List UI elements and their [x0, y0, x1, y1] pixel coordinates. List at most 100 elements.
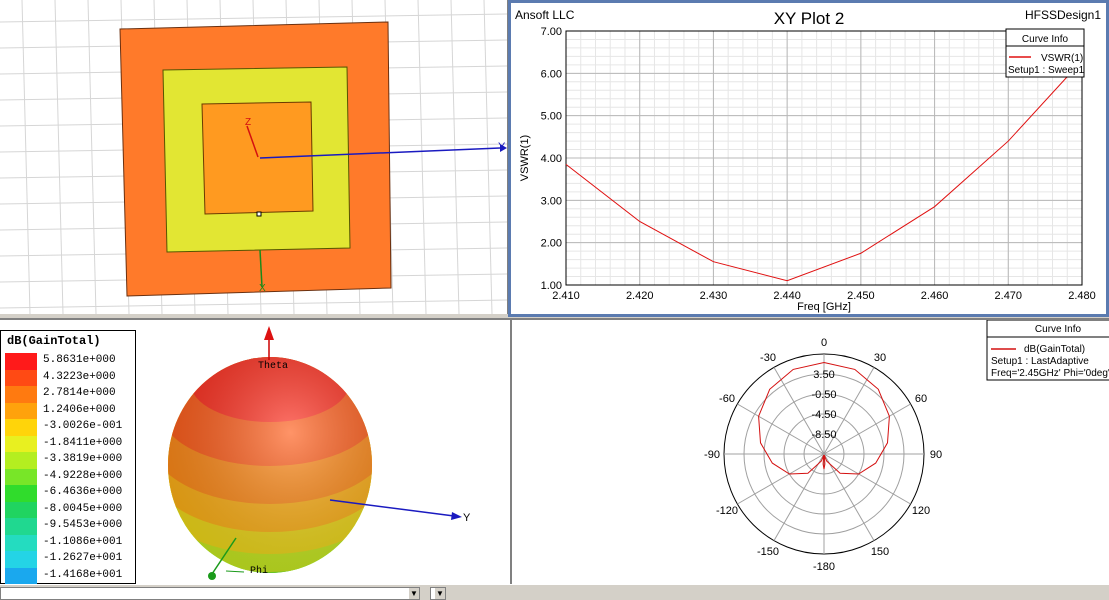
legend-row: 5.8631e+000 — [5, 353, 133, 370]
chevron-down-icon[interactable]: ▼ — [409, 588, 419, 599]
gain-sphere[interactable] — [150, 342, 390, 584]
legend-swatch — [5, 452, 37, 469]
x-axis-label: X — [259, 283, 266, 294]
legend-swatch — [5, 419, 37, 436]
polar-plot-pane[interactable]: 0 30 60 90 120 150 -180 -150 -120 -90 -60 -30 3.50 -… — [512, 318, 1109, 584]
theta-axis-arrow — [264, 326, 274, 340]
polar-angle-label: 30 — [874, 352, 886, 364]
feed-point — [256, 211, 262, 217]
polar-angle-label: 90 — [930, 449, 942, 461]
legend-value: -1.2627e+001 — [43, 552, 123, 564]
polar-angle-label: 0 — [821, 337, 827, 349]
polar-plot-chart[interactable]: 0 30 60 90 120 150 -180 -150 -120 -90 -60 -30 3.50 -… — [512, 320, 1109, 584]
legend-row: -4.9228e+000 — [5, 468, 133, 485]
phi-axis-line — [211, 537, 237, 575]
legend-row: 4.3223e+000 — [5, 369, 133, 386]
y-axis-label-3d: Y — [463, 512, 471, 524]
x-tick-label: 2.460 — [921, 290, 949, 302]
xy-plot-chart[interactable]: Ansoft LLC XY Plot 2 HFSSDesign1 1.00 2.0… — [511, 3, 1106, 314]
legend-entry-vswr: VSWR(1) — [1041, 53, 1083, 64]
x-tick-label: 2.470 — [995, 290, 1023, 302]
polar-spokes — [724, 354, 924, 554]
x-tick-label: 2.410 — [552, 290, 580, 302]
polar-radial-label: -4.50 — [811, 409, 836, 421]
chart-title: XY Plot 2 — [774, 9, 845, 28]
legend-row: -3.3819e+000 — [5, 452, 133, 469]
polar-angle-labels: 0 30 60 90 120 150 -180 -150 -120 -90 -60 -30 — [704, 337, 942, 573]
model-view-pane[interactable]: Y X Z — [0, 0, 509, 314]
polar-radial-label: -8.50 — [811, 429, 836, 441]
y-tick-labels: 1.00 2.00 3.00 4.00 5.00 6.00 7.00 — [541, 26, 562, 292]
legend-value: 4.3223e+000 — [43, 370, 116, 383]
y-tick-label: 2.00 — [541, 238, 562, 250]
y-axis-arrow-3d — [451, 512, 462, 520]
polar-curve-info[interactable]: Curve Info dB(GainTotal) Setup1 : LastAd… — [986, 320, 1109, 381]
legend-swatch — [5, 485, 37, 502]
legend-value: -3.3819e+000 — [43, 453, 123, 465]
legend-value: -6.4636e+000 — [43, 486, 123, 498]
xy-plot-pane[interactable]: Ansoft LLC XY Plot 2 HFSSDesign1 1.00 2.0… — [508, 0, 1109, 317]
y-tick-label: 7.00 — [541, 26, 562, 38]
legend-row: -1.2627e+001 — [5, 551, 133, 568]
chevron-down-icon[interactable]: ▼ — [435, 588, 445, 599]
legend-setup: Setup1 : Sweep1 — [1008, 65, 1085, 76]
phi-direction — [225, 570, 245, 573]
y-axis-arrow — [500, 144, 507, 152]
polar-legend-params: Freq='2.45GHz' Phi='0deg' — [991, 368, 1109, 379]
y-axis-line-3d — [329, 499, 455, 517]
z-axis-line — [246, 125, 259, 158]
polar-angle-label: -150 — [757, 546, 779, 558]
x-tick-labels: 2.410 2.420 2.430 2.440 2.450 2.460 2.470 2.480 — [552, 290, 1096, 302]
x-tick-label: 2.480 — [1068, 290, 1096, 302]
legend-row: -8.0045e+000 — [5, 501, 133, 518]
gain-3d-pane[interactable]: dB(GainTotal) 5.8631e+000 4.3223e+000 2.78… — [0, 318, 512, 584]
polar-curve-info-title: Curve Info — [1035, 324, 1082, 335]
legend-swatch — [5, 386, 37, 403]
z-axis-label: Z — [245, 117, 251, 128]
x-tick-label: 2.440 — [773, 290, 801, 302]
legend-row: -1.1086e+001 — [5, 534, 133, 551]
polar-angle-label: -180 — [813, 561, 835, 573]
legend-swatch — [5, 501, 37, 518]
xy-grid — [565, 30, 1083, 286]
legend-value: -4.9228e+000 — [43, 469, 123, 482]
legend-value: -3.0026e-001 — [43, 420, 123, 432]
x-axis-title: Freq [GHz] — [797, 301, 851, 313]
patch-square[interactable] — [201, 101, 314, 215]
polar-legend-entry: dB(GainTotal) — [1024, 344, 1085, 355]
polar-angle-label: 150 — [871, 546, 889, 558]
y-tick-label: 3.00 — [541, 195, 562, 207]
design-label: HFSSDesign1 — [1025, 8, 1101, 22]
theta-label: Theta — [258, 360, 288, 372]
status-combo-left[interactable]: ▼ — [0, 587, 420, 600]
status-combo-right[interactable]: ▼ — [430, 587, 446, 600]
polar-radial-labels: 3.50 -0.50 -4.50 -8.50 — [811, 369, 836, 441]
gain-3d-canvas[interactable]: Theta Y Phi — [0, 320, 510, 584]
legend-row: 2.7814e+000 — [5, 386, 133, 403]
y-axis-line — [259, 147, 501, 159]
x-axis-line — [259, 249, 263, 288]
gain-color-legend: dB(GainTotal) 5.8631e+000 4.3223e+000 2.78… — [0, 330, 136, 584]
legend-row: -9.5453e+000 — [5, 518, 133, 535]
polar-gain-curve[interactable] — [758, 361, 890, 475]
company-label: Ansoft LLC — [515, 8, 575, 22]
x-tick-label: 2.420 — [626, 290, 654, 302]
y-axis-title: VSWR(1) — [519, 135, 531, 181]
legend-swatch — [5, 534, 37, 551]
legend-value: 2.7814e+000 — [43, 387, 116, 399]
legend-value: 1.2406e+000 — [43, 403, 116, 416]
legend-swatch — [5, 567, 37, 584]
legend-swatch — [5, 518, 37, 535]
legend-value: -1.8411e+000 — [43, 436, 123, 449]
x-tick-label: 2.450 — [847, 290, 875, 302]
curve-info-legend[interactable]: Curve Info VSWR(1) Setup1 : Sweep1 — [1005, 28, 1085, 78]
legend-row: -1.8411e+000 — [5, 435, 133, 452]
series-line-vswr[interactable] — [565, 60, 1083, 282]
legend-value: -1.4168e+001 — [43, 568, 123, 581]
legend-row: -1.4168e+001 — [5, 567, 133, 584]
polar-angle-label: -30 — [760, 352, 776, 364]
legend-swatch — [5, 468, 37, 485]
y-tick-label: 6.00 — [541, 68, 562, 80]
model-canvas[interactable]: Y X Z — [0, 0, 507, 314]
legend-title: dB(GainTotal) — [7, 334, 101, 348]
